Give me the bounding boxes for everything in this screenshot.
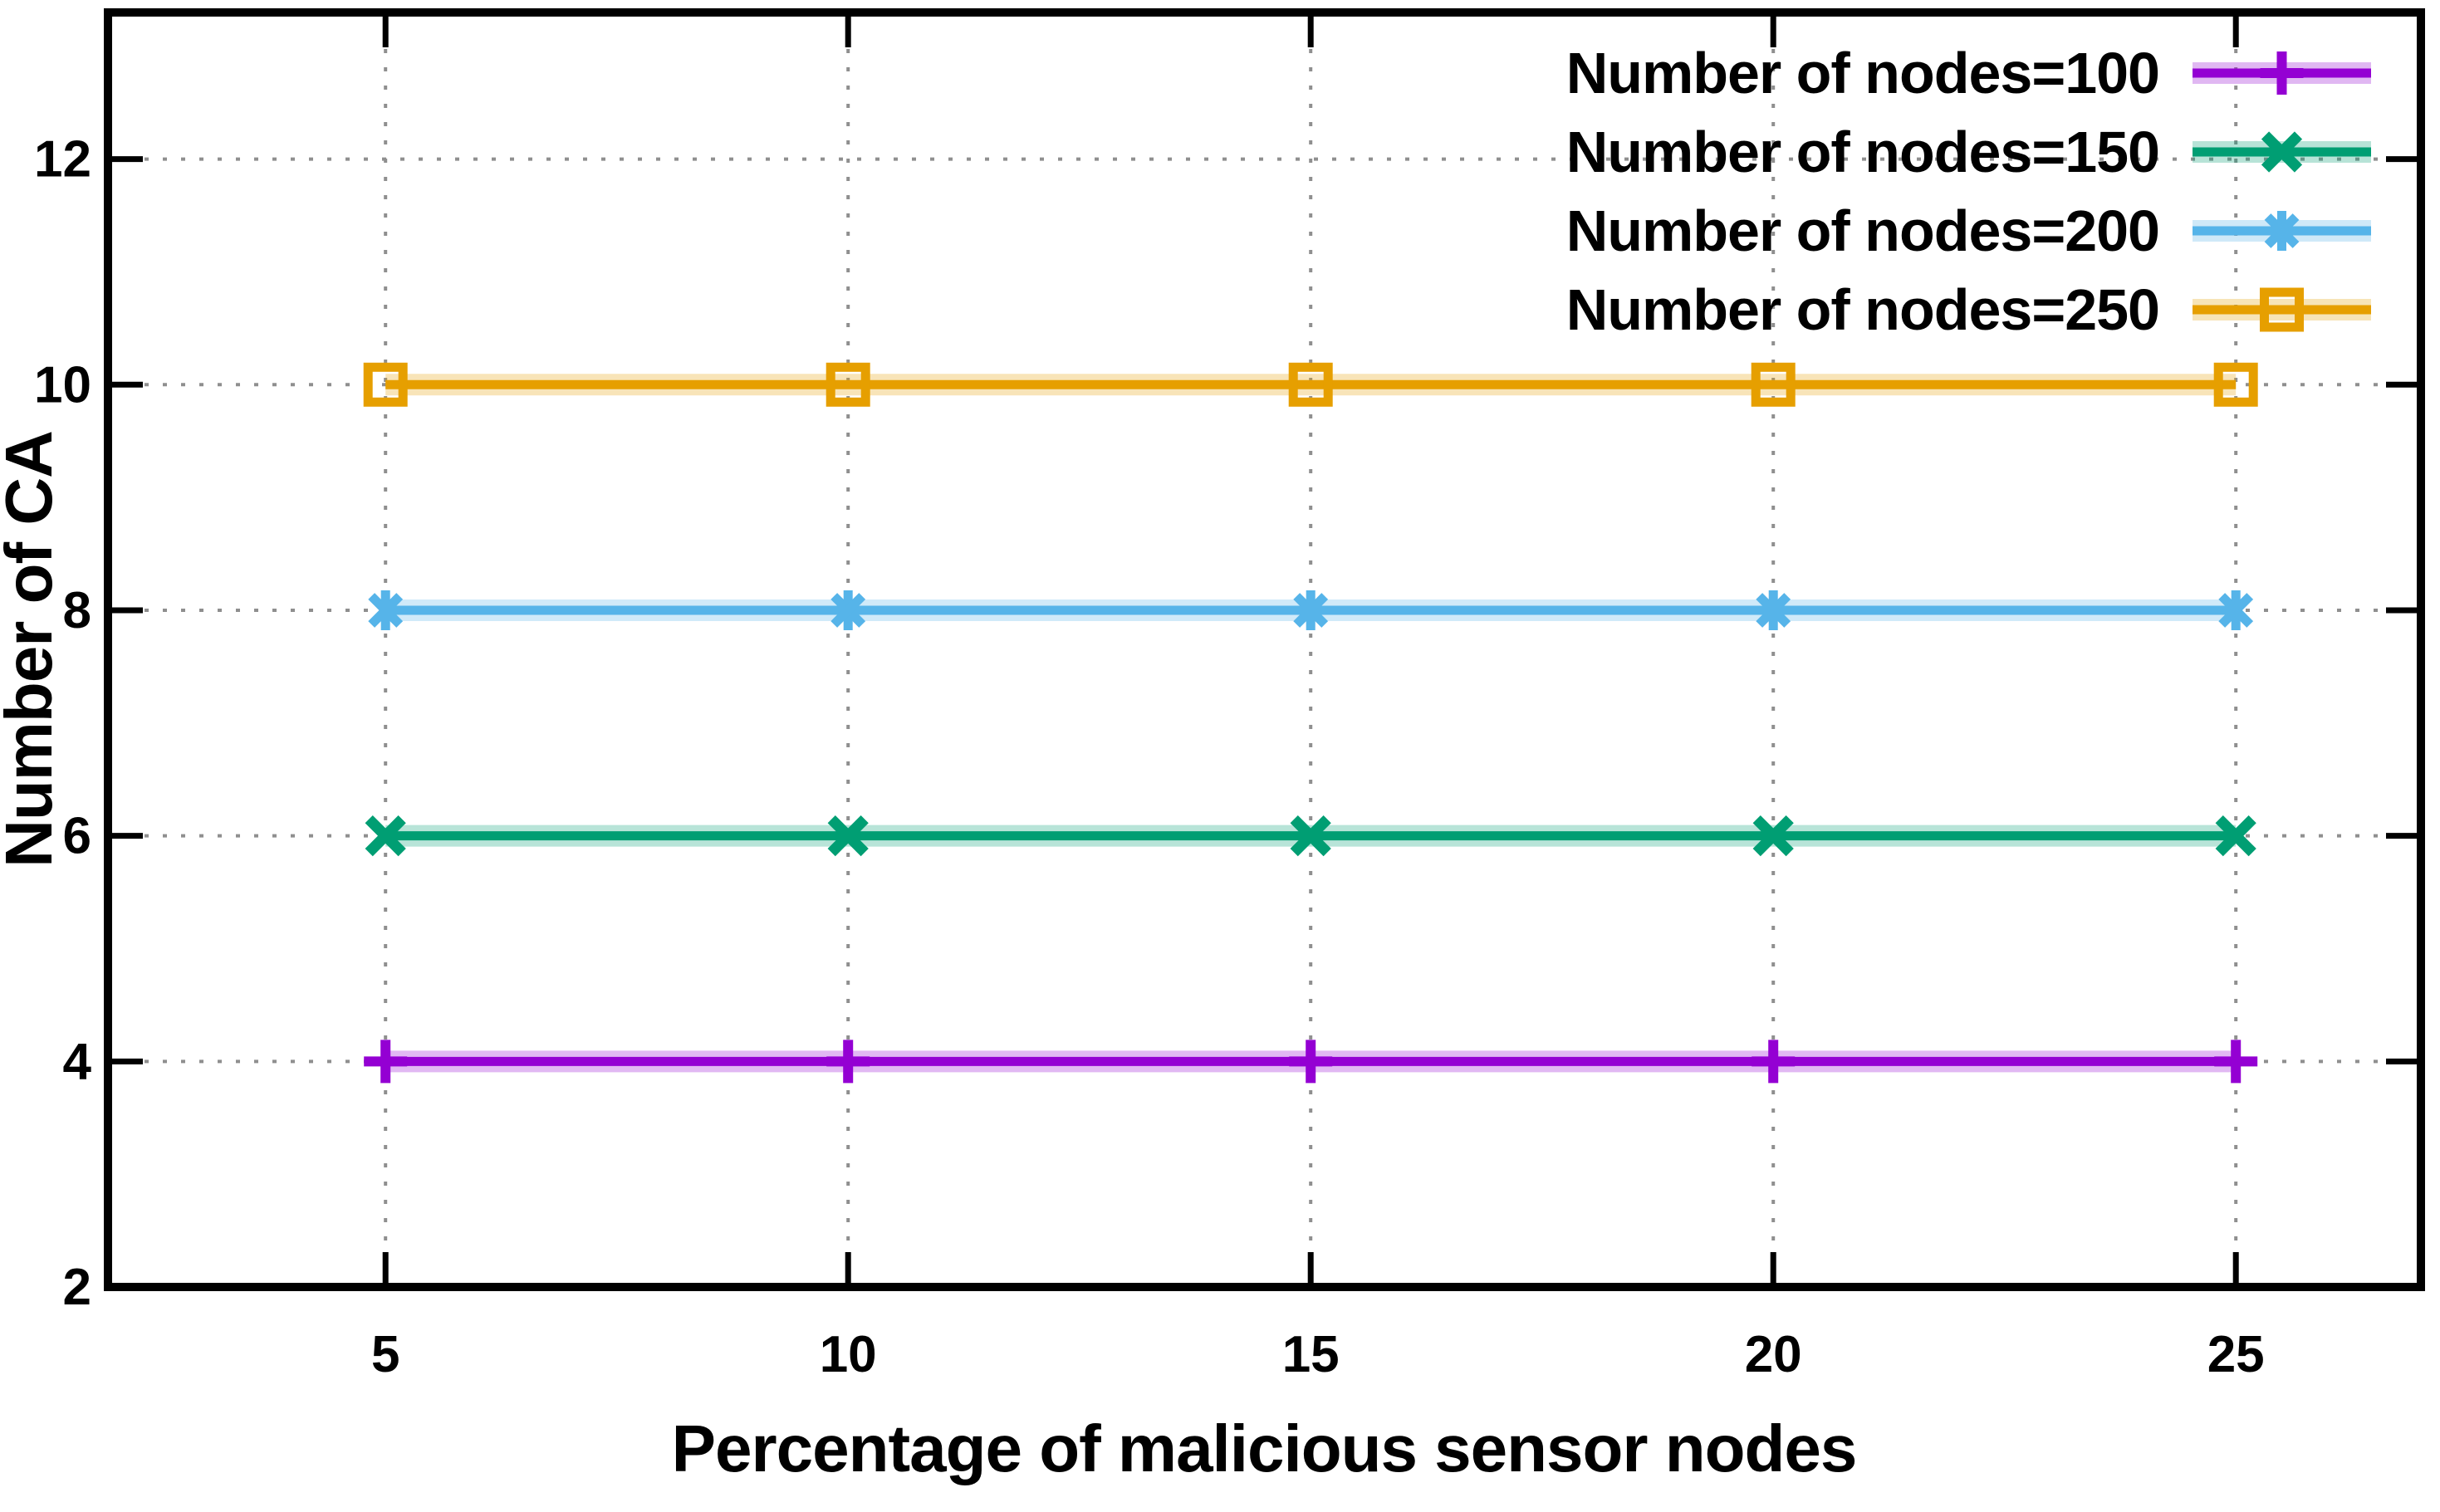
plus-marker-icon (826, 1040, 870, 1084)
y-axis-title: Number of CA (0, 431, 66, 868)
plus-marker-icon (2260, 51, 2304, 95)
legend-entry: Number of nodes=200 (1566, 198, 2371, 263)
open-square-marker-icon (826, 362, 870, 407)
x-tick-label: 15 (1282, 1326, 1340, 1383)
asterisk-marker-icon (1293, 590, 1329, 630)
asterisk-marker-icon (2218, 590, 2254, 630)
open-square-marker-stroke (363, 362, 408, 407)
plot-border (104, 8, 2425, 1291)
x-tick-label: 20 (1745, 1326, 1802, 1383)
tick-label-layer: 5 10 15 20 25 2 4 6 8 10 12 (34, 131, 2265, 1383)
legend-entry-label: Number of nodes=150 (1566, 120, 2159, 184)
legend-entry-label: Number of nodes=200 (1566, 198, 2159, 263)
asterisk-marker-icon (1756, 590, 1791, 630)
y-tick-label: 10 (34, 356, 91, 413)
x-tick-label: 5 (371, 1326, 399, 1383)
asterisk-marker-icon (368, 590, 404, 630)
x-marker-stroke (2261, 131, 2303, 173)
open-square-marker-icon (1751, 362, 1796, 407)
axis-layer (104, 8, 2425, 1291)
legend-entry: Number of nodes=250 (1566, 277, 2371, 342)
y-tick-label: 6 (63, 808, 91, 865)
x-tick-label: 25 (2207, 1326, 2265, 1383)
plus-marker-icon (1752, 1040, 1796, 1084)
asterisk-marker-stroke (830, 593, 866, 628)
x-marker-stroke (1290, 815, 1331, 857)
asterisk-marker-stroke (368, 593, 404, 628)
x-marker-stroke (365, 815, 406, 857)
x-marker-icon (2261, 131, 2303, 173)
asterisk-marker-stroke (2264, 213, 2300, 248)
open-square-marker-stroke (1751, 362, 1796, 407)
open-square-marker-stroke (1288, 362, 1333, 407)
y-tick-label: 8 (63, 582, 91, 639)
asterisk-marker-stroke (1293, 593, 1329, 628)
y-tick-label: 4 (63, 1033, 92, 1090)
asterisk-marker-icon (830, 590, 866, 630)
y-tick-label: 12 (34, 131, 91, 188)
x-tick-label: 10 (820, 1326, 877, 1383)
legend-entry: Number of nodes=100 (1566, 41, 2371, 105)
x-marker-icon (365, 815, 406, 857)
series-layer (363, 362, 2258, 1084)
x-marker-stroke (2215, 815, 2256, 857)
asterisk-marker-stroke (2218, 593, 2254, 628)
asterisk-marker-stroke (1756, 593, 1791, 628)
legend-entry: Number of nodes=150 (1566, 120, 2371, 184)
open-square-marker-icon (1288, 362, 1333, 407)
plus-marker-icon (2214, 1040, 2258, 1084)
legend-entry-label: Number of nodes=100 (1566, 41, 2159, 105)
x-marker-icon (2215, 815, 2256, 857)
x-marker-icon (1752, 815, 1794, 857)
open-square-marker-stroke (2213, 362, 2258, 407)
open-square-marker-icon (2260, 287, 2304, 332)
x-marker-icon (1290, 815, 1331, 857)
x-axis-title: Percentage of malicious sensor nodes (672, 1412, 1857, 1485)
x-marker-stroke (827, 815, 869, 857)
x-marker-stroke (1752, 815, 1794, 857)
legend-entry-label: Number of nodes=250 (1566, 277, 2159, 342)
legend: Number of nodes=100 Number of nodes=150 Nu… (1566, 41, 2371, 342)
open-square-marker-icon (2213, 362, 2258, 407)
plus-marker-icon (1289, 1040, 1333, 1084)
x-marker-icon (827, 815, 869, 857)
open-square-marker-stroke (826, 362, 870, 407)
open-square-marker-stroke (2260, 287, 2304, 332)
plus-marker-icon (364, 1040, 408, 1084)
open-square-marker-icon (363, 362, 408, 407)
y-tick-label: 2 (63, 1259, 91, 1316)
asterisk-marker-icon (2264, 211, 2300, 251)
